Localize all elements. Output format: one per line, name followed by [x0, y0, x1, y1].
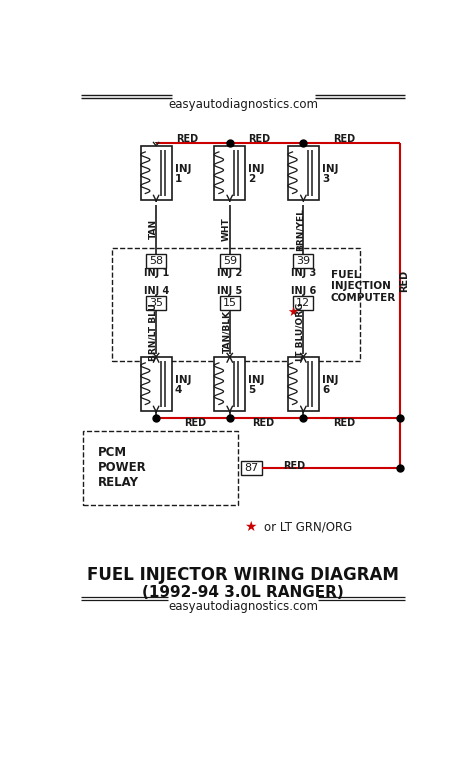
Text: BRN/YEL: BRN/YEL	[296, 208, 305, 250]
Text: FUEL INJECTOR WIRING DIAGRAM: FUEL INJECTOR WIRING DIAGRAM	[87, 566, 399, 584]
Text: RED: RED	[184, 418, 206, 428]
Bar	[112, 248, 360, 361]
Bar	[141, 146, 172, 200]
Text: RED: RED	[333, 418, 356, 428]
Text: easyautodiagnostics.com: easyautodiagnostics.com	[168, 98, 318, 111]
Text: 35: 35	[149, 298, 163, 308]
Text: 15: 15	[223, 298, 237, 308]
Text: INJ 1: INJ 1	[144, 268, 169, 278]
Text: 6: 6	[322, 385, 329, 395]
Text: INJ 6: INJ 6	[291, 285, 316, 295]
Text: INJ: INJ	[175, 164, 191, 174]
Bar	[219, 254, 240, 268]
Text: RED: RED	[176, 134, 198, 143]
Bar	[82, 431, 237, 505]
Text: INJ: INJ	[248, 375, 265, 385]
Text: INJ 5: INJ 5	[217, 285, 242, 295]
Bar	[293, 254, 313, 268]
Text: easyautodiagnostics.com: easyautodiagnostics.com	[168, 600, 318, 613]
Text: LT BLU/ORG: LT BLU/ORG	[296, 302, 305, 361]
Text: TAN: TAN	[148, 219, 157, 239]
Text: FUEL
INJECTION
COMPUTER: FUEL INJECTION COMPUTER	[330, 269, 396, 303]
Text: INJ 3: INJ 3	[291, 268, 316, 278]
Text: INJ: INJ	[248, 164, 265, 174]
Text: ★: ★	[244, 520, 256, 534]
Text: ★: ★	[287, 307, 298, 320]
Text: RED: RED	[252, 418, 274, 428]
Text: TAN/BLK: TAN/BLK	[222, 310, 231, 353]
Bar	[288, 146, 319, 200]
Text: 58: 58	[149, 257, 163, 266]
Text: 5: 5	[248, 385, 255, 395]
Text: 3: 3	[322, 174, 329, 184]
Text: 39: 39	[296, 257, 310, 266]
Text: 87: 87	[244, 463, 259, 473]
Bar	[241, 461, 262, 475]
Text: 4: 4	[175, 385, 182, 395]
Text: BRN/LT BLU: BRN/LT BLU	[148, 303, 157, 361]
Bar	[146, 296, 166, 310]
Text: INJ: INJ	[322, 375, 338, 385]
Bar	[288, 357, 319, 411]
Bar	[146, 254, 166, 268]
Text: 2: 2	[248, 174, 255, 184]
Bar	[214, 146, 245, 200]
Text: RED: RED	[283, 461, 305, 471]
Text: 59: 59	[223, 257, 237, 266]
Text: INJ: INJ	[322, 164, 338, 174]
Text: (1992-94 3.0L RANGER): (1992-94 3.0L RANGER)	[142, 585, 344, 600]
Text: 1: 1	[175, 174, 182, 184]
Text: RED: RED	[399, 269, 409, 291]
Bar	[293, 296, 313, 310]
Text: PCM
POWER
RELAY: PCM POWER RELAY	[98, 446, 147, 490]
Text: RED: RED	[333, 134, 356, 143]
Text: INJ 4: INJ 4	[144, 285, 169, 295]
Text: RED: RED	[248, 134, 270, 143]
Bar	[141, 357, 172, 411]
Bar	[214, 357, 245, 411]
Text: INJ 2: INJ 2	[217, 268, 242, 278]
Text: INJ: INJ	[175, 375, 191, 385]
Text: WHT: WHT	[222, 217, 231, 241]
Text: or LT GRN/ORG: or LT GRN/ORG	[264, 521, 352, 534]
Bar	[219, 296, 240, 310]
Text: 12: 12	[296, 298, 310, 308]
